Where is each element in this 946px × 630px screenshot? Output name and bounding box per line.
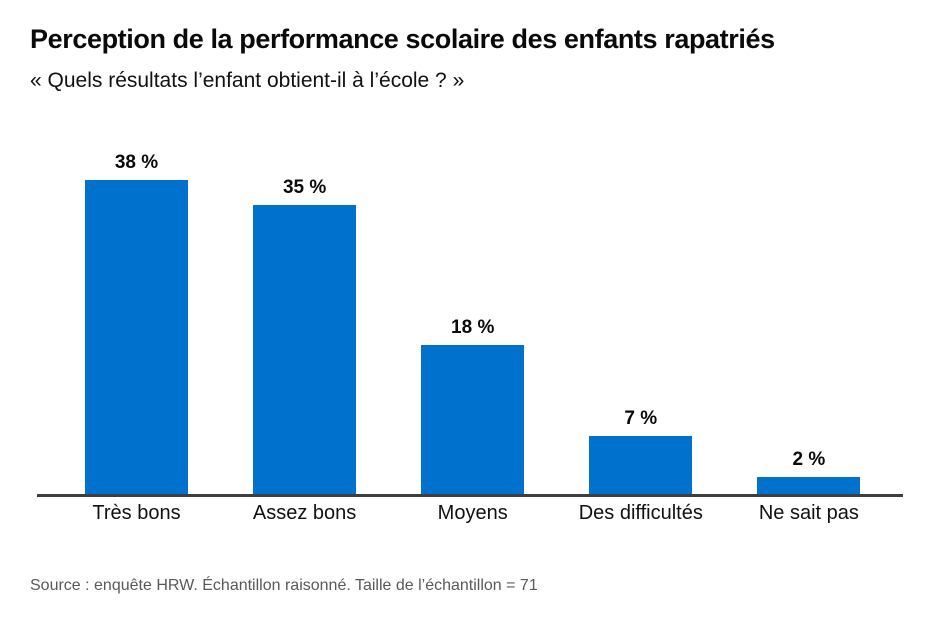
bar-category-label: Moyens [437, 502, 508, 524]
bar-category-label: Très bons [92, 502, 181, 524]
bar-category-label: Des difficultés [578, 502, 703, 524]
bar-category-label: Assez bons [252, 502, 357, 524]
chart-subtitle: « Quels résultats l’enfant obtient-il à … [30, 69, 465, 92]
bar-value-label: 7 % [624, 408, 658, 429]
chart-title: Perception de la performance scolaire de… [30, 24, 775, 54]
bar-category-label: Ne sait pas [758, 502, 859, 524]
bar [589, 436, 693, 494]
bar [421, 345, 525, 494]
bar-value-label: 2 % [792, 449, 826, 470]
bar-value-label: 35 % [282, 177, 327, 198]
bar [85, 180, 188, 494]
bar [253, 205, 357, 494]
bar-value-label: 38 % [114, 152, 159, 173]
bar-value-label: 18 % [451, 317, 495, 338]
source-note: Source : enquête HRW. Échantillon raison… [30, 577, 538, 594]
bar-chart-plot-area: 38 % Très bons 35 % Assez bons 18 % Moyens 7 %… [37, 150, 903, 524]
bar [757, 477, 861, 494]
